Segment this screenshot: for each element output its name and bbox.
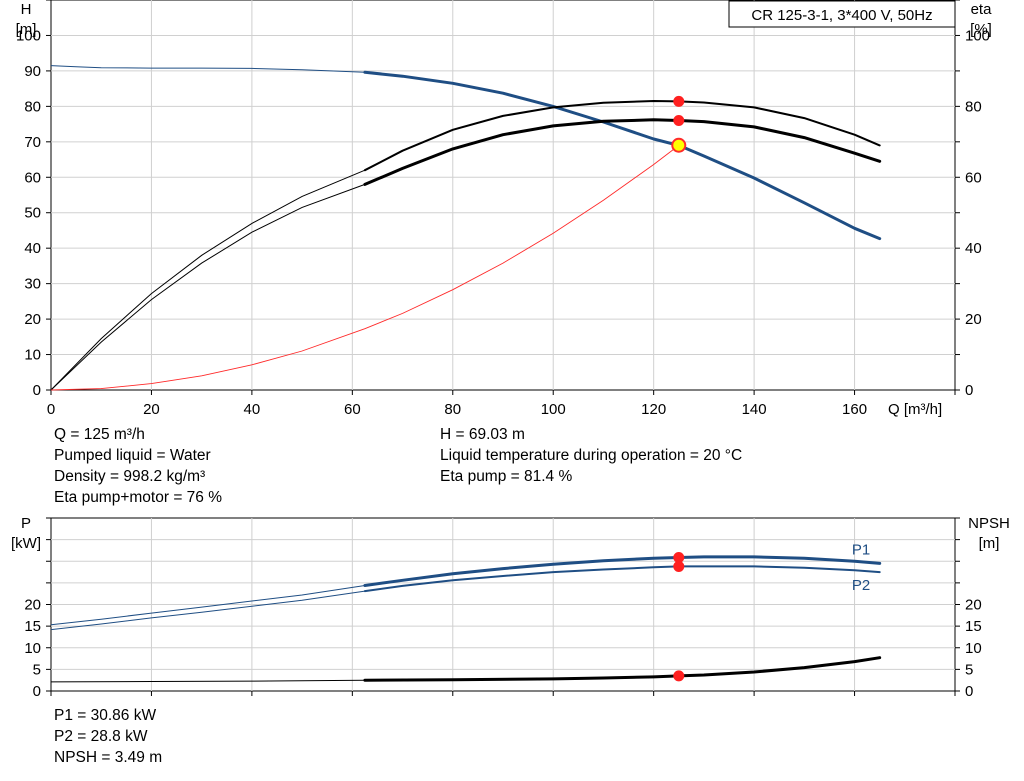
operating-point-marker: [671, 137, 687, 153]
y-tick-label-90: 90: [24, 63, 41, 80]
x-tick-label-0: 0: [47, 401, 55, 418]
y2-tick-label-5: 5: [965, 661, 973, 678]
chart-title: CR 125-3-1, 3*400 V, 50Hz: [751, 7, 932, 24]
p2-point-marker: [673, 560, 685, 572]
y-tick-label-5: 5: [33, 661, 41, 678]
info-block-top-left: Q = 125 m³/h Pumped liquid = Water Densi…: [54, 424, 222, 508]
eta-pump-motor-curve-thick: [363, 118, 882, 186]
x-tick-label-80: 80: [444, 401, 461, 418]
y2-tick-label-15: 15: [965, 618, 982, 635]
head-efficiency-panel: 0 10 20 30 40 50 60 70 80 90 100 0 20 40 60 80 100 0 20 40 6…: [16, 0, 993, 418]
x-tick-label-140: 140: [742, 401, 767, 418]
system-curve-curve: [50, 145, 680, 391]
y2-tick-label-40: 40: [965, 240, 982, 257]
npsh-point-marker: [673, 670, 685, 682]
y-axis-label-0: P: [21, 515, 31, 532]
head-curve-thin: [50, 65, 365, 73]
y2-tick-label-100: 100: [965, 27, 990, 44]
series-label-p1: P1: [852, 541, 870, 558]
y2-tick-label-80: 80: [965, 98, 982, 115]
y-tick-label-30: 30: [24, 276, 41, 293]
y-tick-label-80: 80: [24, 98, 41, 115]
y2-tick-label-0: 0: [965, 683, 973, 700]
y2-tick-label-20: 20: [965, 311, 982, 328]
p1-curve-thin: [50, 585, 365, 626]
eta-pump-motor-readout: Eta pump+motor = 76 %: [54, 489, 223, 506]
x-tick-label-120: 120: [641, 401, 666, 418]
y-tick-label-20: 20: [24, 597, 41, 614]
eta-pump-motor-curve-thin: [50, 183, 366, 391]
flow-rate-readout: Q = 125 m³/h: [54, 426, 145, 443]
eta-pump-point-marker: [673, 95, 685, 107]
y-tick-label-60: 60: [24, 169, 41, 186]
chart-title-box: [728, 0, 956, 28]
y-tick-label-15: 15: [24, 618, 41, 635]
y2-axis-label-0: NPSH: [968, 515, 1010, 532]
head-readout: H = 69.03 m: [440, 426, 525, 443]
pumped-liquid-readout: Pumped liquid = Water: [54, 447, 211, 464]
p2-curve-thin: [50, 590, 365, 631]
x-tick-label-160: 160: [842, 401, 867, 418]
info-block-top-right: H = 69.03 m Liquid temperature during op…: [440, 424, 742, 487]
power-npsh-panel: 0 5 10 15 20 0 5 10 15 20 P [kW] NPSH [m] P1 P2: [11, 515, 1010, 700]
p2-curve-thick: [363, 565, 881, 593]
eta-pump-readout: Eta pump = 81.4 %: [440, 468, 573, 485]
y-tick-label-100: 100: [16, 27, 41, 44]
x-tick-label-60: 60: [344, 401, 361, 418]
y-tick-label-0: 0: [33, 683, 41, 700]
series-label-p2: P2: [852, 577, 870, 594]
x-tick-label-40: 40: [244, 401, 261, 418]
y2-axis-label-1: [m]: [979, 535, 1000, 552]
eta-pump-curve-thick: [363, 100, 881, 172]
y2-axis-label-0: eta: [971, 1, 993, 18]
y-tick-label-10: 10: [24, 347, 41, 364]
x-axis-label: Q [m³/h]: [888, 401, 942, 418]
p2-readout: P2 = 28.8 kW: [54, 728, 148, 745]
npsh-curve-thin: [50, 679, 365, 683]
liquid-temperature-readout: Liquid temperature during operation = 20…: [440, 447, 743, 464]
info-block-bottom: P1 = 30.86 kW P2 = 28.8 kW NPSH = 3.49 m: [54, 705, 162, 768]
p1-curve-thick: [363, 555, 882, 587]
eta-pump-curve-thin: [50, 169, 366, 391]
y-tick-label-10: 10: [24, 640, 41, 657]
head-curve-thick: [363, 70, 882, 241]
plot-frame: [50, 0, 956, 391]
y2-axis-label-1: [%]: [970, 21, 992, 38]
y-tick-label-0: 0: [33, 382, 41, 399]
y2-tick-label-10: 10: [965, 640, 982, 657]
y-tick-label-40: 40: [24, 240, 41, 257]
y-tick-label-70: 70: [24, 134, 41, 151]
npsh-readout: NPSH = 3.49 m: [54, 749, 163, 766]
density-readout: Density = 998.2 kg/m³: [54, 468, 206, 485]
x-tick-label-20: 20: [143, 401, 160, 418]
eta-pump-motor-point-marker: [673, 115, 685, 127]
y2-tick-label-20: 20: [965, 597, 982, 614]
y2-tick-label-0: 0: [965, 382, 973, 399]
y-axis-label-1: [kW]: [11, 535, 41, 552]
x-tick-label-100: 100: [541, 401, 566, 418]
p1-readout: P1 = 30.86 kW: [54, 707, 157, 724]
y-tick-label-50: 50: [24, 205, 41, 222]
y-axis-label-1: [m]: [16, 21, 37, 38]
y-axis-label-0: H: [21, 1, 32, 18]
y-tick-label-20: 20: [24, 311, 41, 328]
y2-tick-label-60: 60: [965, 169, 982, 186]
